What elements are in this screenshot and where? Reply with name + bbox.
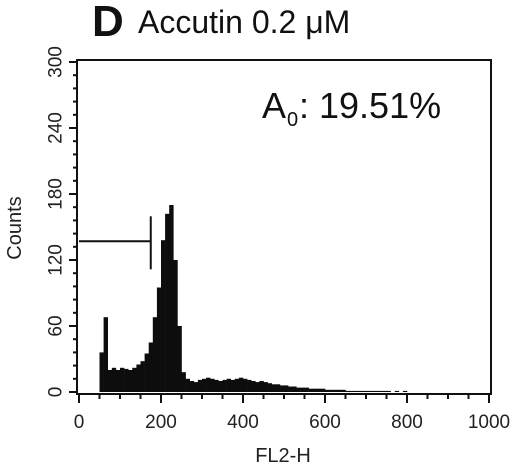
histogram-bar xyxy=(357,390,363,392)
histogram-bar xyxy=(210,378,215,392)
x-tick-label: 800 xyxy=(391,412,423,433)
annotation-value: : 19.51% xyxy=(299,85,441,126)
histogram-bar xyxy=(99,352,104,392)
histogram-bar xyxy=(255,382,260,392)
y-tick-label: 300 xyxy=(46,46,67,78)
histogram-bar xyxy=(152,317,158,392)
histogram-bar xyxy=(374,390,379,392)
histogram-bar xyxy=(144,353,149,392)
histogram-bar xyxy=(382,390,387,392)
histogram-bar xyxy=(189,381,195,392)
x-tick-label: 200 xyxy=(145,412,177,433)
y-tick-label: 0 xyxy=(46,387,67,398)
histogram-bar xyxy=(103,317,108,392)
histogram-bar xyxy=(247,379,252,392)
y-axis-label: Counts xyxy=(4,196,26,259)
histogram-bar xyxy=(329,389,334,392)
chart-title: Accutin 0.2 μM xyxy=(138,4,350,40)
histogram-bar xyxy=(386,390,391,392)
histogram-bar xyxy=(173,260,178,392)
histogram-bar xyxy=(345,390,350,392)
histogram-bar xyxy=(148,342,154,392)
histogram-bar xyxy=(165,213,170,392)
histogram-bar xyxy=(222,379,227,392)
histogram-bar xyxy=(161,240,166,392)
histogram-bar xyxy=(304,387,309,392)
histogram-bar xyxy=(402,390,408,392)
x-tick-label: 400 xyxy=(227,412,259,433)
histogram-bars xyxy=(99,205,408,392)
histogram-bar xyxy=(234,378,240,392)
histogram-bar xyxy=(349,390,354,392)
histogram-bar xyxy=(181,372,186,392)
histogram-bar xyxy=(169,205,174,392)
histogram-bar xyxy=(300,387,305,392)
x-axis-label: FL2-H xyxy=(255,445,311,467)
histogram-bar xyxy=(202,378,207,392)
histogram-bar xyxy=(275,384,281,392)
histogram-bar xyxy=(218,381,223,392)
histogram-bar xyxy=(156,287,162,392)
histogram-bar xyxy=(370,390,375,392)
histogram-bar xyxy=(124,368,129,392)
histogram-bar xyxy=(279,385,285,392)
histogram-bar xyxy=(238,377,244,392)
panel-letter: D xyxy=(92,0,124,46)
y-tick-label: 240 xyxy=(46,112,67,144)
histogram-bar xyxy=(214,379,219,392)
gated-percentage-annotation: A 0 : 19.51% xyxy=(262,85,441,131)
annotation-label: A xyxy=(262,85,286,126)
histogram-bar xyxy=(292,386,297,392)
histogram-bar xyxy=(337,389,342,392)
x-tick-label: 600 xyxy=(309,412,341,433)
histogram-bar xyxy=(226,378,231,392)
histogram-bar xyxy=(230,379,236,392)
histogram-bar xyxy=(107,370,113,392)
histogram-bar xyxy=(288,386,293,392)
histogram-bar xyxy=(140,361,145,392)
histogram-bar xyxy=(308,388,313,392)
histogram-bar xyxy=(259,381,264,392)
histogram-bar xyxy=(243,378,248,392)
histogram-bar xyxy=(136,364,141,392)
gate-marker xyxy=(79,216,152,270)
histogram-bar xyxy=(197,379,203,392)
histogram-bar xyxy=(366,390,371,392)
y-tick-label: 180 xyxy=(46,178,67,210)
histogram-bar xyxy=(333,389,338,392)
histogram-bar xyxy=(206,377,211,392)
histogram-bar xyxy=(193,382,199,392)
x-tick-label: 0 xyxy=(74,412,85,433)
y-tick-label: 60 xyxy=(46,315,67,336)
x-tick-label: 1000 xyxy=(468,412,510,433)
histogram-bar xyxy=(185,378,190,392)
histogram-bar xyxy=(320,388,326,392)
histogram-bar xyxy=(325,389,330,392)
histogram-bar xyxy=(115,370,121,392)
histogram-bar xyxy=(296,387,301,392)
histogram-bar xyxy=(120,367,125,392)
histogram-bar xyxy=(177,326,182,392)
y-axis-ticks: 0 60 120 180 240 300 xyxy=(46,46,77,397)
histogram-bar xyxy=(361,390,367,392)
annotation-subscript: 0 xyxy=(287,109,298,131)
histogram-bar xyxy=(341,389,346,392)
histogram-bar xyxy=(263,382,268,392)
histogram-bar xyxy=(316,388,322,392)
histogram-bar xyxy=(312,388,318,392)
histogram-bar xyxy=(378,390,383,392)
histogram-bar xyxy=(251,381,256,392)
y-tick-label: 120 xyxy=(46,244,67,276)
histogram-bar xyxy=(394,390,400,392)
histogram-bar xyxy=(128,370,133,392)
histogram-bar xyxy=(284,385,289,392)
histogram-bar xyxy=(111,367,117,392)
histogram-bar xyxy=(267,383,272,392)
x-axis-ticks: 0 200 400 600 800 1000 xyxy=(74,394,510,433)
histogram-bar xyxy=(132,367,137,392)
histogram-bar xyxy=(353,390,359,392)
histogram-bar xyxy=(271,384,277,392)
